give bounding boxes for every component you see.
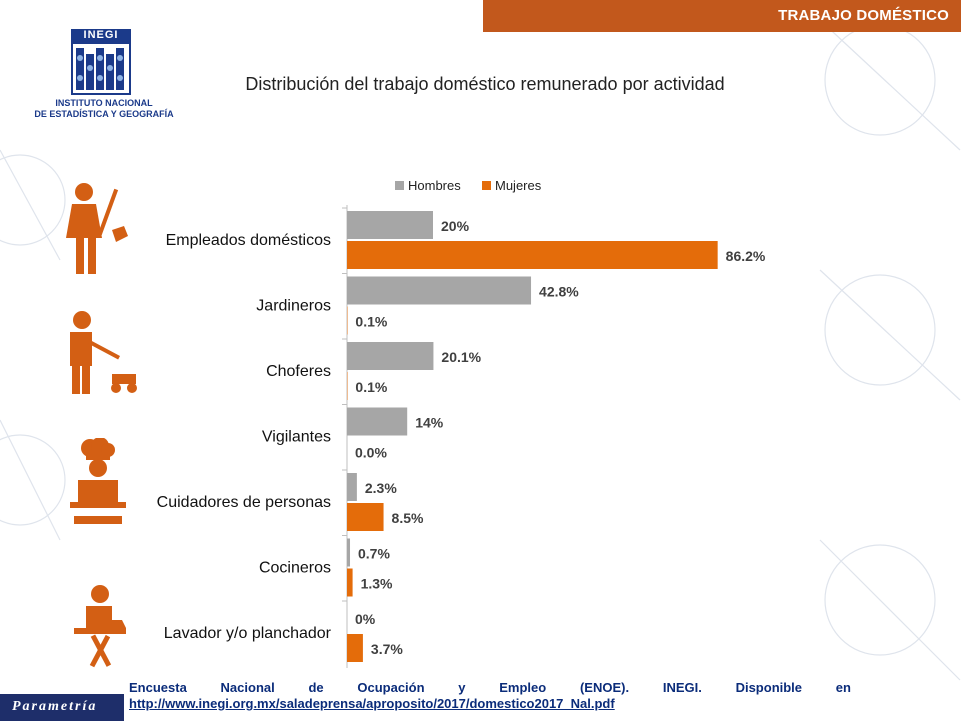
inegi-logo: INEGI INSTITUTO NACIONAL DE ESTADÍSTICA … [24, 28, 184, 122]
source-note: Encuesta Nacional de Ocupación y Empleo (ENOE)… [129, 680, 851, 712]
bar-mujeres [347, 241, 718, 269]
bar-hombres [347, 473, 357, 501]
logo-line2: DE ESTADÍSTICA Y GEOGRAFÍA [34, 109, 174, 119]
ironing-icon [74, 585, 126, 668]
data-label: 1.3% [361, 576, 393, 592]
data-label: 2.3% [365, 480, 397, 496]
maid-icon [66, 183, 128, 274]
bar-mujeres [347, 503, 384, 531]
legend-label: Hombres [408, 178, 461, 193]
bar-hombres [347, 276, 532, 305]
lawnmower-icon [70, 311, 137, 394]
legend-swatch [395, 181, 404, 190]
category-label: Lavador y/o planchador [164, 625, 332, 642]
chart-title: Distribución del trabajo doméstico remun… [245, 74, 725, 94]
source-word: Encuesta [129, 680, 187, 695]
category-label: Cocineros [259, 560, 331, 577]
logo-line1: INSTITUTO NACIONAL [55, 98, 153, 108]
legend-swatch [482, 181, 491, 190]
category-label: Cuidadores de personas [157, 494, 331, 511]
category-label: Choferes [266, 363, 331, 380]
source-word: Disponible [735, 680, 803, 695]
source-link[interactable]: http://www.inegi.org.mx/saladeprensa/apr… [129, 696, 615, 711]
chef-icon [70, 438, 126, 524]
brand-name: Parametría [12, 699, 98, 714]
bar-hombres [347, 538, 351, 567]
legend-label: Mujeres [495, 178, 542, 193]
data-label: 0.0% [355, 445, 387, 461]
category-label: Empleados domésticos [166, 232, 331, 249]
bar-hombres [347, 211, 433, 239]
data-label: 86.2% [726, 248, 766, 264]
category-label: Jardineros [256, 298, 331, 315]
bar-mujeres [347, 568, 353, 597]
brand-bar: Parametría [0, 694, 124, 721]
data-label: 0.1% [355, 314, 387, 330]
data-label: 0.7% [358, 546, 390, 562]
source-word: de [308, 680, 324, 695]
source-line: Encuesta Nacional de Ocupación y Empleo (ENOE)… [129, 680, 851, 696]
data-label: 8.5% [392, 510, 424, 526]
data-label: 20% [441, 218, 470, 234]
header-bar: TRABAJO DOMÉSTICO [483, 0, 961, 32]
source-word: Ocupación [357, 680, 425, 695]
source-word: Nacional [220, 680, 275, 695]
data-label: 14% [415, 415, 444, 431]
data-label: 42.8% [539, 284, 579, 300]
data-label: 3.7% [371, 641, 403, 657]
bar-hombres [347, 342, 434, 370]
bar-mujeres [347, 634, 363, 662]
header-title: TRABAJO DOMÉSTICO [778, 7, 949, 24]
data-label: 0.1% [355, 379, 387, 395]
source-word: en [835, 680, 851, 695]
data-label: 0% [355, 611, 376, 627]
source-word: y [458, 680, 466, 695]
source-word: INEGI. [662, 680, 702, 695]
source-word: (ENOE). [579, 680, 630, 695]
logo-acronym: INEGI [83, 29, 119, 41]
data-label: 20.1% [441, 349, 481, 365]
source-word: Empleo [499, 680, 547, 695]
category-label: Vigilantes [262, 429, 331, 446]
bar-hombres [347, 407, 408, 436]
